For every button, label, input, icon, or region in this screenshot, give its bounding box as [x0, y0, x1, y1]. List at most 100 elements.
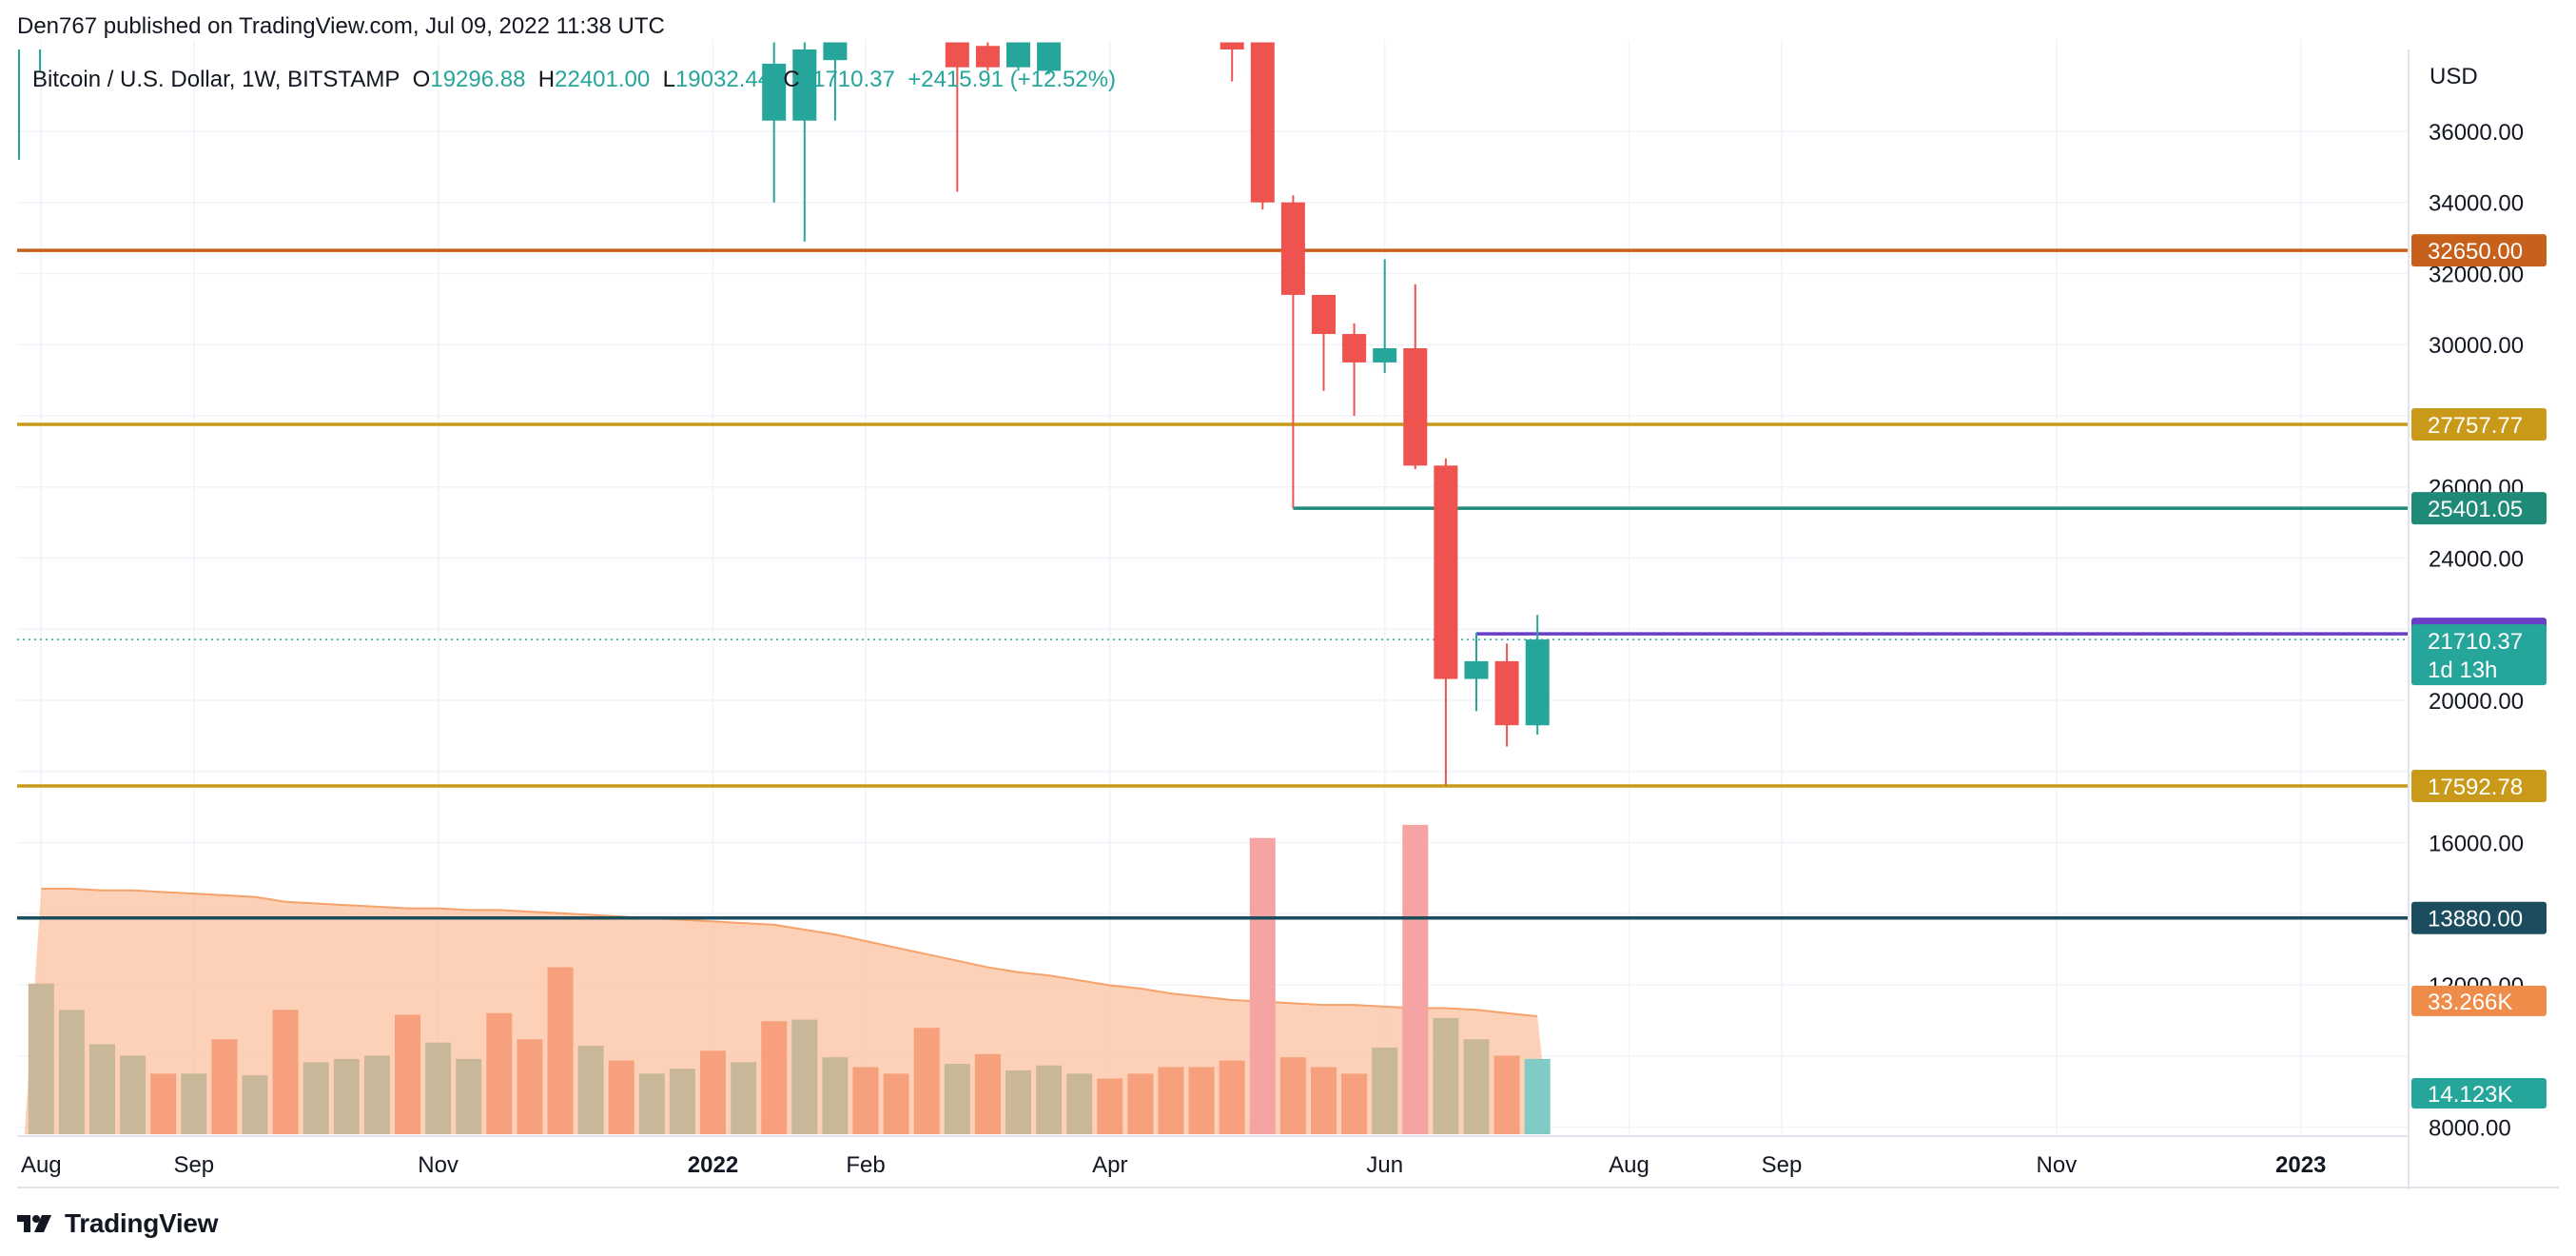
- volume-bar: [1158, 1067, 1184, 1134]
- volume-bar: [822, 1057, 849, 1134]
- volume-bar: [1402, 824, 1429, 1134]
- volume-bar: [700, 1050, 726, 1134]
- volume-bar: [1005, 1070, 1031, 1134]
- volume-badge-box: [2411, 1078, 2547, 1109]
- volume-bar: [547, 967, 574, 1134]
- volume-bar: [89, 1044, 115, 1134]
- volume-bar: [302, 1062, 329, 1134]
- candle-body[interactable]: [1250, 42, 1275, 203]
- volume-bar: [363, 1055, 390, 1134]
- candle-body[interactable]: [823, 42, 848, 61]
- time-tick-label[interactable]: Jun: [1366, 1152, 1403, 1178]
- time-tick-label[interactable]: Sep: [173, 1152, 214, 1178]
- time-tick-label[interactable]: Nov: [2037, 1152, 2078, 1178]
- price-tick-label: 20000.00: [2429, 689, 2524, 715]
- time-tick-label[interactable]: Nov: [418, 1152, 459, 1178]
- volume-bar: [58, 1010, 85, 1134]
- volume-bar: [1311, 1067, 1337, 1134]
- volume-bar: [333, 1058, 360, 1134]
- price-level-badge-box: [2411, 901, 2547, 934]
- time-tick-label[interactable]: Aug: [1609, 1152, 1649, 1178]
- footer: TradingView: [17, 1205, 218, 1243]
- candle-body[interactable]: [1403, 347, 1428, 466]
- time-tick-label[interactable]: 2023: [2275, 1152, 2326, 1178]
- price-level-badge-box: [2411, 408, 2547, 442]
- price-tick-label: 30000.00: [2429, 333, 2524, 359]
- price-tick-label: 24000.00: [2429, 546, 2524, 572]
- publisher-text: Den767 published on TradingView.com, Jul…: [17, 13, 665, 39]
- time-tick-label[interactable]: Apr: [1092, 1152, 1127, 1178]
- price-level-badge-text: 32650.00: [2428, 239, 2523, 265]
- price-level-badge-box: [2411, 492, 2547, 525]
- candle-body[interactable]: [1434, 465, 1458, 679]
- candle-body[interactable]: [1494, 660, 1519, 726]
- price-level-badge-box: [2411, 234, 2547, 267]
- price-level-badge-box: [2411, 769, 2547, 802]
- candle-body[interactable]: [762, 63, 787, 121]
- candle-body[interactable]: [792, 49, 817, 121]
- volume-bar: [486, 1012, 513, 1134]
- symbol-legend: Bitcoin / U.S. Dollar, 1W, BITSTAMP O192…: [32, 67, 1116, 93]
- time-axis[interactable]: Aug Sep Nov 2022 Feb Apr Jun Aug Sep Nov 2023: [17, 1135, 2559, 1188]
- low-label: L: [662, 67, 675, 92]
- volume-bar: [395, 1014, 420, 1134]
- candle-body[interactable]: [1280, 202, 1305, 295]
- candle-body[interactable]: [1220, 42, 1244, 49]
- change-value: +2415.91 (+12.52%): [907, 67, 1117, 92]
- tradingview-brand: TradingView: [65, 1208, 219, 1238]
- volume-bar: [1341, 1073, 1368, 1134]
- publisher-header: Den767 published on TradingView.com, Jul…: [17, 13, 665, 40]
- candle-body[interactable]: [945, 42, 969, 68]
- volume-bar: [577, 1046, 604, 1134]
- volume-bar: [242, 1075, 268, 1134]
- candle-body[interactable]: [1464, 660, 1489, 679]
- open-label: O: [412, 67, 431, 92]
- volume-bar: [272, 1010, 299, 1134]
- high-value: 22401.00: [555, 67, 651, 92]
- low-value: 19032.44: [674, 67, 771, 92]
- volume-bar: [28, 983, 54, 1134]
- time-tick-label[interactable]: 2022: [688, 1152, 738, 1178]
- volume-bar: [974, 1053, 1001, 1134]
- price-level-badge[interactable]: 32650.00: [2411, 234, 2547, 267]
- candle-body[interactable]: [1373, 347, 1397, 363]
- time-tick-label[interactable]: Aug: [21, 1152, 62, 1178]
- time-tick-label[interactable]: Sep: [1762, 1152, 1803, 1178]
- candle-body[interactable]: [1006, 42, 1030, 68]
- volume-bar: [456, 1058, 482, 1134]
- volume-bar: [1372, 1047, 1398, 1134]
- volume-bar: [608, 1060, 634, 1134]
- price-axis[interactable]: USD8000.0012000.0016000.0020000.0024000.…: [2408, 0, 2576, 1189]
- price-level-badge[interactable]: 25401.05: [2411, 492, 2547, 525]
- price-tick-label: 34000.00: [2429, 191, 2524, 217]
- open-value: 19296.88: [430, 67, 526, 92]
- currency-label: USD: [2430, 64, 2478, 89]
- volume-bar: [517, 1039, 543, 1134]
- volume-bar: [669, 1069, 695, 1134]
- candle-body[interactable]: [975, 46, 1000, 68]
- candle-body[interactable]: [1342, 334, 1367, 363]
- volume-badge[interactable]: 33.266K: [2411, 985, 2547, 1016]
- volume-bar: [1036, 1065, 1063, 1134]
- volume-badge-box: [2411, 985, 2547, 1016]
- candle-body[interactable]: [1312, 294, 1336, 335]
- last-price-badge-box: [2411, 624, 2547, 686]
- last-price-badge-text: 21710.37: [2428, 629, 2523, 655]
- price-tick-label: 36000.00: [2429, 120, 2524, 146]
- candle-body[interactable]: [1037, 42, 1062, 71]
- volume-badge[interactable]: 14.123K: [2411, 1078, 2547, 1109]
- volume-pane: [24, 824, 1551, 1134]
- volume-bar: [1066, 1073, 1093, 1134]
- volume-bar: [852, 1067, 879, 1134]
- price-level-badge[interactable]: 17592.78: [2411, 769, 2547, 802]
- volume-bar: [1493, 1055, 1520, 1134]
- time-tick-label[interactable]: Feb: [846, 1152, 885, 1178]
- volume-bar: [1219, 1060, 1245, 1134]
- volume-bar: [638, 1073, 665, 1134]
- price-level-badge[interactable]: 13880.00: [2411, 901, 2547, 934]
- candle-body[interactable]: [1525, 639, 1550, 726]
- candlestick-series[interactable]: [18, 42, 1550, 786]
- price-level-badge[interactable]: 27757.77: [2411, 408, 2547, 442]
